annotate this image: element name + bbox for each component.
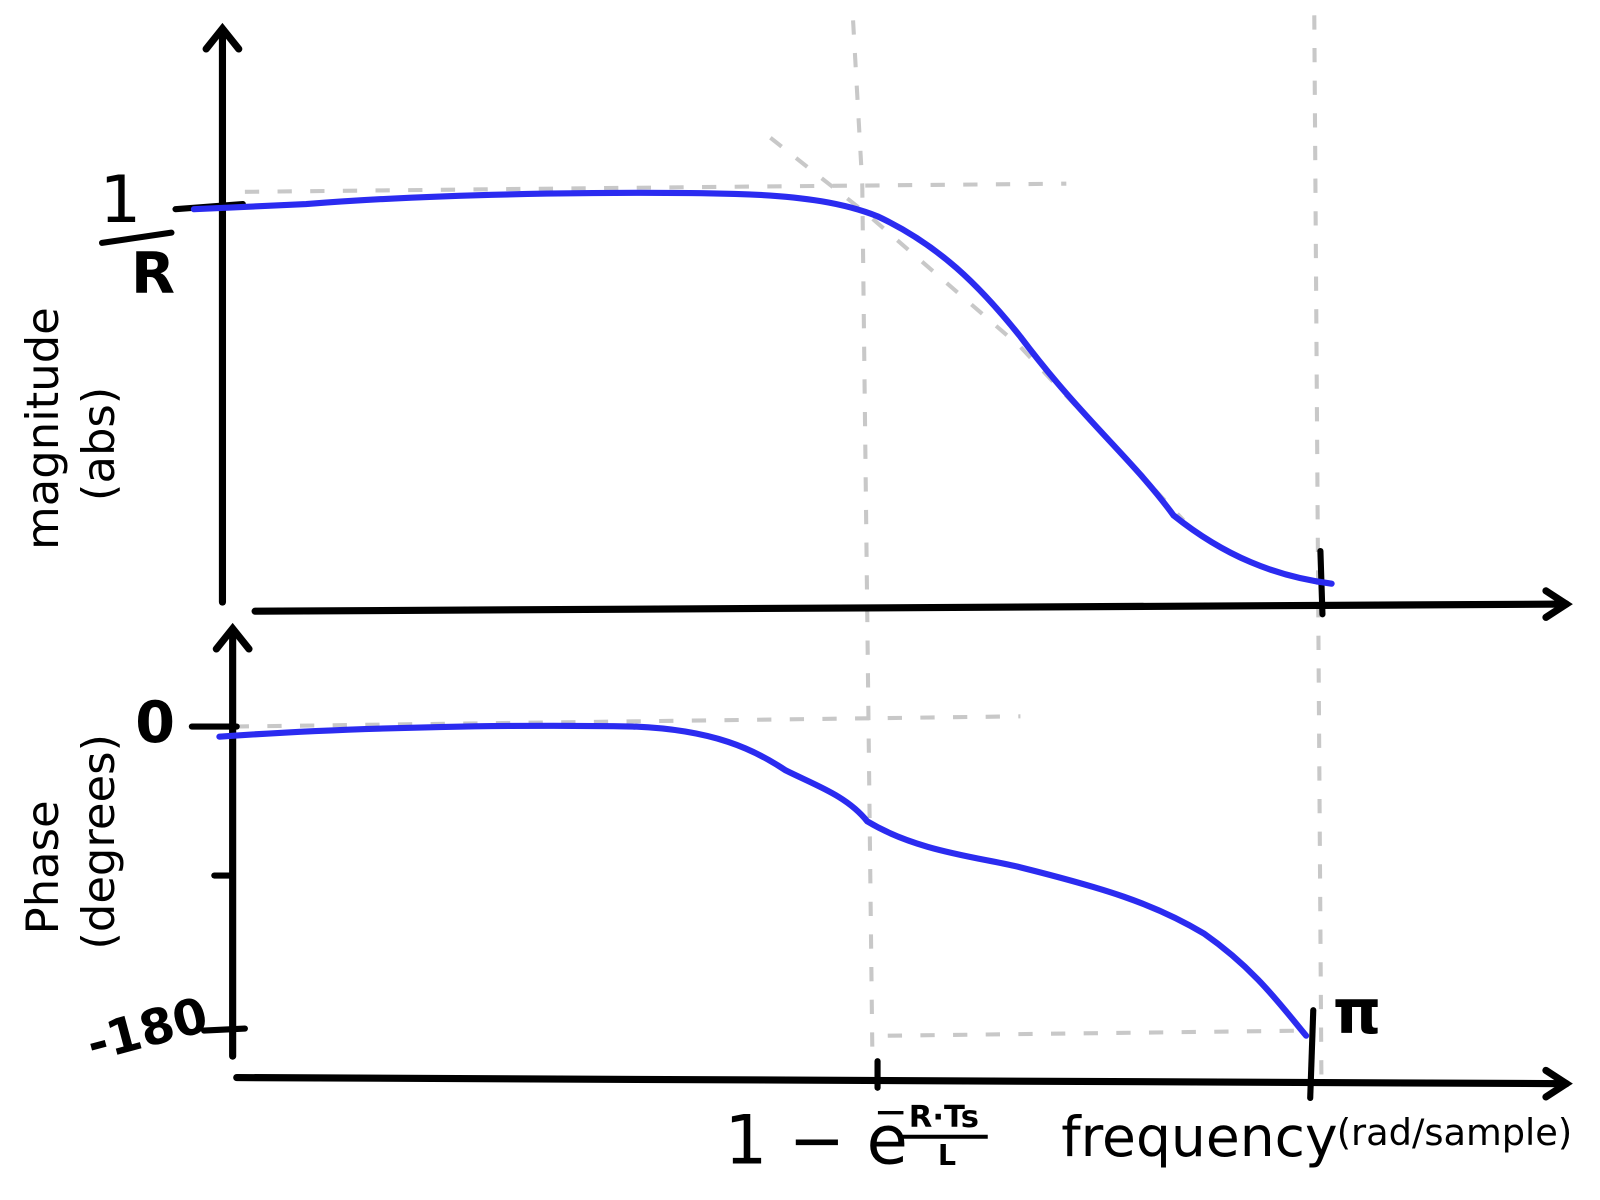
phase-x-arrow	[1542, 1066, 1573, 1101]
mag-x-axis	[251, 600, 1570, 615]
mag-y-label: magnitude	[16, 307, 69, 550]
phase-min-guide	[887, 1028, 1307, 1038]
pi-label: π	[1333, 977, 1381, 1048]
phase-tick-label: -180	[81, 986, 214, 1073]
pi-guide	[1312, 15, 1324, 1082]
guides	[234, 15, 1324, 1082]
mag-tick-den: R	[131, 241, 175, 307]
asymptote-guide	[769, 136, 1186, 522]
phase-zero-guide	[234, 714, 1021, 729]
cutoff-guide	[851, 20, 875, 1062]
mag-level-guide	[244, 181, 1067, 194]
mag-x-arrow	[1542, 587, 1573, 621]
magnitude-curve	[190, 189, 1335, 587]
phase-y-label: Phase	[16, 800, 69, 934]
phase-min-tick	[201, 1025, 248, 1034]
phase-curve	[216, 722, 1310, 1039]
cutoff-base: 1 − e	[724, 1100, 907, 1179]
phase-tick-label: 0	[135, 690, 175, 756]
cutoff-exp-den: L	[938, 1138, 956, 1172]
phase-y-arrow	[212, 622, 253, 653]
mag-y-unit: (abs)	[72, 387, 125, 501]
phase-x-axis	[233, 1073, 1570, 1088]
cutoff-exp-sign: −	[873, 1087, 907, 1135]
phase-pi-tick	[1307, 1007, 1317, 1102]
cutoff-exp-num: R·Ts	[909, 1100, 979, 1135]
x-axis-unit: (rad/sample)	[1337, 1111, 1572, 1154]
x-axis-label: frequency	[1061, 1105, 1337, 1169]
phase-y-unit: (degrees)	[72, 734, 125, 950]
mag-tick-num: 1	[100, 162, 142, 238]
mag-tick-bar	[98, 229, 175, 246]
mag-y-arrow	[202, 22, 243, 53]
